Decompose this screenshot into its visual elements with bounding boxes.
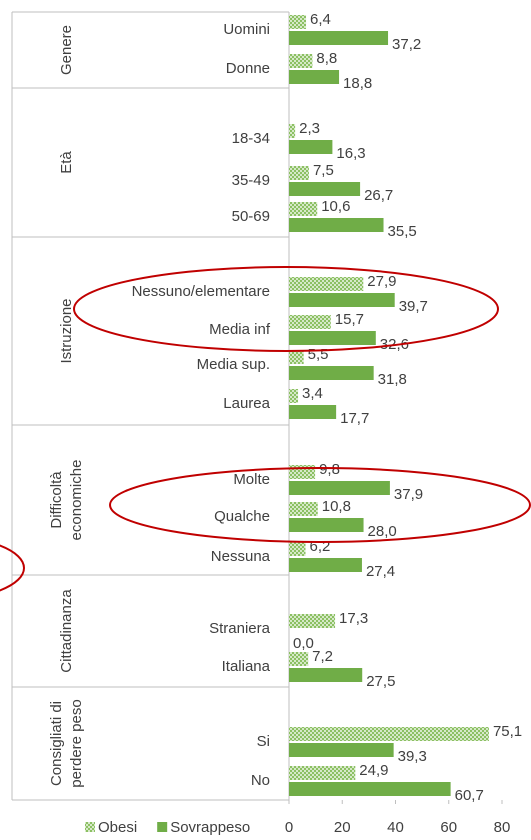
category-label: No [251,772,270,789]
value-label: 39,3 [398,748,427,765]
value-label: 75,1 [493,723,522,740]
value-label: 16,3 [336,145,365,162]
group-label: Cittadinanza [58,589,75,673]
bar [289,481,390,495]
bar [289,124,296,138]
legend-swatch [157,822,168,832]
bar [289,166,309,180]
value-label: 27,9 [367,273,396,290]
highlight-ellipse [73,266,499,352]
bar [289,518,364,532]
bar [289,202,318,216]
category-label: Italiana [222,658,271,675]
category-label: Molte [233,471,270,488]
category-label: 18-34 [232,130,270,147]
bar [289,558,362,572]
bar [289,727,489,741]
category-label: Nessuno/elementare [132,283,270,300]
x-tick-label: 0 [285,819,293,836]
legend-label: Sovrappeso [170,819,250,836]
bar [289,350,304,364]
category-label: 35-49 [232,172,270,189]
value-label: 9,8 [319,461,340,478]
value-label: 35,5 [388,223,417,240]
value-label: 10,8 [322,498,351,515]
value-label: 17,7 [340,410,369,427]
category-label: Uomini [223,21,270,38]
x-tick-label: 20 [334,819,351,836]
x-tick-label: 40 [387,819,404,836]
value-label: 60,7 [455,787,484,804]
group-label: Genere [58,25,75,75]
group-label: Difficoltà [48,471,65,529]
value-label: 7,5 [313,162,334,179]
value-label: 8,8 [316,50,337,67]
group-label: Istruzione [58,298,75,363]
group-label: Età [58,151,75,174]
legend-swatch [85,822,95,832]
value-label: 3,4 [302,385,323,402]
category-label: Nessuna [211,548,271,565]
value-label: 10,6 [321,198,350,215]
group-label: perdere peso [68,699,85,787]
bar [289,766,356,780]
category-label: Media sup. [197,356,270,373]
bar [289,277,364,291]
bar [289,405,337,419]
legend-label: Obesi [98,819,137,836]
bar [289,614,336,628]
group-label: economiche [68,460,85,541]
value-label: 27,5 [366,673,395,690]
category-label: Straniera [209,620,271,637]
group-label: Consigliati di [48,701,65,786]
value-label: 24,9 [359,762,388,779]
category-label: 50-69 [232,208,270,225]
highlight-ellipse [109,467,531,543]
bar [289,502,318,516]
bar [289,743,394,757]
value-label: 6,2 [310,538,331,555]
bar [289,218,384,232]
bar [289,542,306,556]
bar [289,782,451,796]
x-tick-label: 60 [440,819,457,836]
value-label: 7,2 [312,648,333,665]
value-label: 37,2 [392,36,421,53]
category-label: Qualche [214,508,270,525]
highlight-ellipse [0,544,25,592]
bar [289,15,307,29]
bar [289,668,363,682]
bar [289,331,376,345]
value-label: 31,8 [378,371,407,388]
bar [289,31,389,45]
bar [289,54,313,68]
value-label: 15,7 [335,311,364,328]
bar [289,293,395,307]
category-label: Laurea [223,395,270,412]
bar [289,140,333,154]
bar [289,182,361,196]
value-label: 26,7 [364,187,393,204]
value-label: 37,9 [394,486,423,503]
value-label: 6,4 [310,11,331,28]
bar [289,70,340,84]
value-label: 0,0 [293,635,314,652]
category-label: Donne [226,60,270,77]
bar [289,652,309,666]
category-label: Si [257,733,270,750]
value-label: 2,3 [299,120,320,137]
bar [289,315,331,329]
value-label: 28,0 [368,523,397,540]
category-label: Media inf [209,321,271,338]
value-label: 39,7 [399,298,428,315]
value-label: 17,3 [339,610,368,627]
bar [289,389,299,403]
value-label: 27,4 [366,563,395,580]
value-label: 18,8 [343,75,372,92]
value-label: 5,5 [308,346,329,363]
bar [289,366,374,380]
x-tick-label: 80 [494,819,511,836]
